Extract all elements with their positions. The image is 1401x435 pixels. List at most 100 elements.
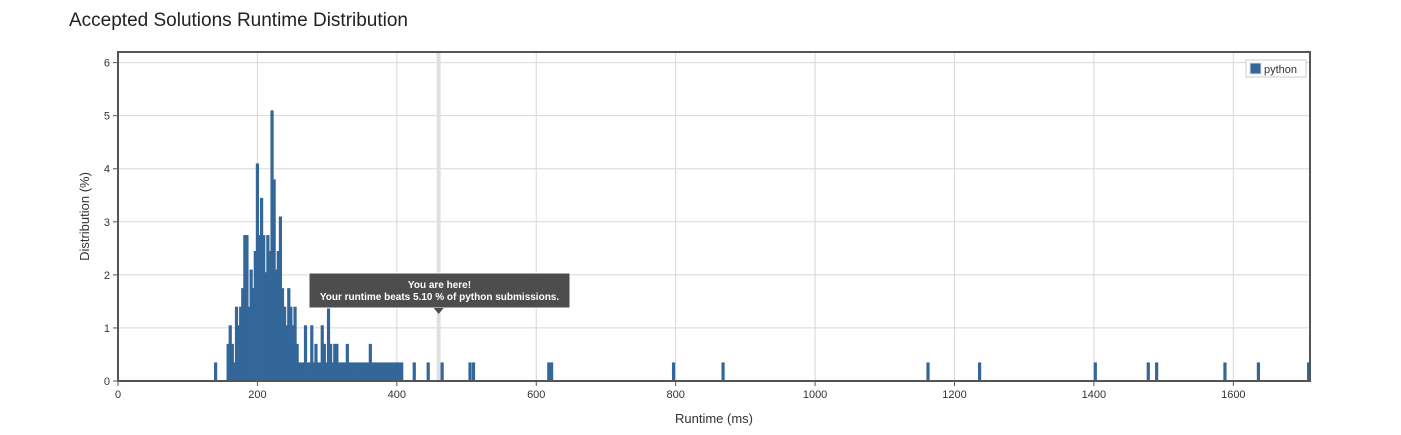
- y-axis-ticks: 0 1 2 3 4 5 6: [104, 58, 118, 388]
- bar-356: [364, 362, 368, 381]
- bar-365: [370, 362, 375, 381]
- bar-329: [345, 343, 349, 381]
- bar-284: [314, 343, 318, 381]
- bar-341: [354, 362, 358, 381]
- bar-1636: [1256, 362, 1261, 381]
- bar-362: [368, 343, 372, 381]
- bar-386: [385, 362, 389, 381]
- bar-389: [387, 362, 391, 381]
- y-tick-label-0: 0: [104, 376, 110, 388]
- bar-320: [339, 362, 343, 381]
- bar-236: [280, 288, 285, 381]
- bar-350: [360, 362, 364, 381]
- bar-290: [318, 362, 322, 381]
- bar-425: [412, 362, 416, 381]
- bar-335: [349, 362, 354, 381]
- y-tick-label-4: 4: [104, 164, 110, 176]
- bar-245: [287, 288, 291, 381]
- y-axis-label: Distribution (%): [77, 172, 92, 261]
- bar-296: [322, 343, 326, 381]
- bar-179: [241, 288, 245, 381]
- legend-swatch-python: [1249, 62, 1262, 75]
- bar-230: [276, 250, 280, 381]
- bar-326: [343, 362, 347, 381]
- y-tick-label-5: 5: [104, 111, 110, 123]
- bar-242: [285, 325, 289, 381]
- bar-182: [243, 235, 247, 381]
- bar-224: [272, 179, 276, 381]
- bar-200: [255, 163, 260, 381]
- bar-797: [671, 362, 676, 381]
- bar-371: [375, 362, 379, 381]
- bar-278: [310, 325, 314, 381]
- bar-194: [251, 288, 255, 381]
- plot-frame: [117, 51, 1311, 382]
- bar-227: [274, 269, 278, 381]
- bar-260: [297, 362, 301, 381]
- bar-383: [383, 362, 387, 381]
- bar-1588: [1223, 362, 1227, 381]
- bar-445: [426, 362, 430, 381]
- x-tick-label-1600: 1600: [1221, 389, 1245, 401]
- bar-272: [306, 362, 310, 381]
- bar-398: [393, 362, 398, 381]
- bar-158: [226, 343, 230, 381]
- y-tick-label-2: 2: [104, 270, 110, 282]
- tooltip-background: [308, 272, 571, 309]
- bar-338: [352, 362, 356, 381]
- bar-1402: [1093, 362, 1097, 381]
- bar-353: [362, 362, 366, 381]
- bar-317: [337, 362, 341, 381]
- x-tick-label-600: 600: [527, 389, 545, 401]
- bar-302: [326, 306, 331, 381]
- bar-263: [299, 362, 303, 381]
- x-tick-label-200: 200: [248, 389, 266, 401]
- bar-221: [270, 110, 274, 381]
- bar-1490: [1155, 362, 1159, 381]
- bar-1708: [1307, 362, 1311, 381]
- chart-title: Accepted Solutions Runtime Distribution: [69, 10, 409, 31]
- bar-164: [230, 343, 234, 381]
- bar-248: [289, 306, 293, 381]
- bar-404: [398, 362, 402, 381]
- bar-1162: [926, 362, 930, 381]
- bar-401: [395, 362, 400, 381]
- tooltip-line-2: Your runtime beats 5.10 % of python subm…: [320, 292, 560, 303]
- bar-359: [366, 362, 370, 381]
- bar-323: [341, 362, 345, 381]
- bar-465: [440, 362, 444, 381]
- bar-239: [283, 306, 287, 381]
- bar-299: [324, 362, 329, 381]
- bar-395: [391, 362, 395, 381]
- bar-185: [245, 235, 249, 381]
- bar-618: [547, 362, 551, 381]
- bar-305: [329, 343, 333, 381]
- bar-191: [249, 269, 253, 381]
- x-axis-ticks: 0 200 400 600 800 1000 1200 1400 1600: [115, 381, 1246, 401]
- bar-368: [372, 362, 377, 381]
- bar-206: [259, 197, 264, 381]
- bar-308: [331, 362, 335, 381]
- bar-314: [335, 343, 339, 381]
- bar-380: [381, 362, 385, 381]
- grid: [117, 52, 1310, 382]
- bar-347: [358, 362, 362, 381]
- bar-269: [303, 325, 308, 381]
- x-tick-label-1400: 1400: [1082, 389, 1106, 401]
- bar-176: [239, 306, 243, 381]
- bar-257: [295, 343, 299, 381]
- bars: [213, 110, 1311, 381]
- bar-233: [278, 216, 283, 381]
- bar-510: [471, 362, 476, 381]
- bar-392: [389, 362, 393, 381]
- bar-377: [379, 362, 383, 381]
- y-tick-label-6: 6: [104, 58, 110, 70]
- x-tick-label-800: 800: [666, 389, 684, 401]
- bar-203: [257, 235, 262, 381]
- bar-287: [316, 362, 320, 381]
- bar-140: [213, 362, 218, 381]
- bar-251: [291, 325, 295, 381]
- tooltip-arrow: [433, 308, 444, 314]
- bar-281: [312, 362, 316, 381]
